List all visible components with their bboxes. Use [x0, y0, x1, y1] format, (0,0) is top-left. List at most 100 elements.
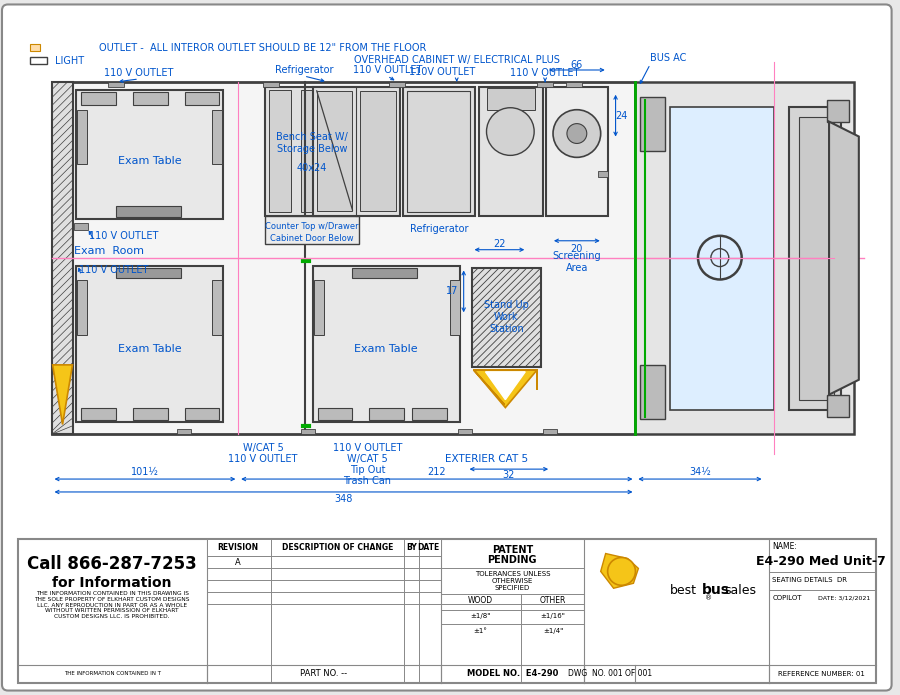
Text: Work: Work — [494, 312, 518, 322]
Text: 34½: 34½ — [689, 467, 711, 477]
Text: DATE: 3/12/2021: DATE: 3/12/2021 — [817, 596, 869, 600]
Bar — [184, 92, 220, 105]
Bar — [269, 90, 291, 212]
Text: PATENT: PATENT — [491, 545, 533, 555]
Text: 348: 348 — [334, 494, 353, 504]
Text: W/CAT 5: W/CAT 5 — [243, 443, 284, 453]
Text: W/CAT 5: W/CAT 5 — [347, 455, 388, 464]
Bar — [76, 265, 223, 423]
Bar — [407, 91, 470, 212]
Text: Counter Top w/Drawer: Counter Top w/Drawer — [265, 222, 358, 231]
Text: DWG  NO. 001 OF 001: DWG NO. 001 OF 001 — [568, 669, 652, 678]
Text: LIGHT: LIGHT — [55, 56, 84, 66]
Bar — [789, 107, 841, 409]
Text: Exam Table: Exam Table — [118, 156, 182, 166]
Text: Exam Table: Exam Table — [118, 344, 182, 354]
Text: OTHER: OTHER — [540, 596, 566, 605]
Text: 110 V OUTLET: 110 V OUTLET — [79, 265, 148, 275]
Text: 110 V OUTLET: 110 V OUTLET — [353, 65, 422, 75]
Text: ±1/4": ±1/4" — [543, 628, 563, 634]
Bar — [450, 281, 460, 335]
Text: 101½: 101½ — [131, 467, 159, 477]
Bar — [389, 82, 405, 87]
Text: 212: 212 — [428, 467, 446, 477]
Polygon shape — [52, 365, 73, 425]
Text: DATE: DATE — [417, 543, 439, 552]
Polygon shape — [473, 370, 537, 407]
Text: OUTLET -  ALL INTEROR OUTLET SHOULD BE 12" FROM THE FLOOR: OUTLET - ALL INTEROR OUTLET SHOULD BE 12… — [99, 43, 427, 53]
Text: Trash Can: Trash Can — [344, 476, 392, 486]
Bar — [116, 206, 181, 217]
Bar — [266, 216, 359, 244]
Text: COPILOT: COPILOT — [772, 595, 802, 601]
Text: 110 V OUTLET: 110 V OUTLET — [89, 231, 158, 240]
Text: Tip Out: Tip Out — [349, 465, 385, 475]
Text: ±1/16": ±1/16" — [541, 613, 565, 619]
Bar — [369, 407, 404, 420]
Text: E4-290 Med Unit-7: E4-290 Med Unit-7 — [756, 555, 886, 568]
Text: DESCRIPTION OF CHANGE: DESCRIPTION OF CHANGE — [282, 543, 393, 552]
Bar — [472, 268, 541, 367]
Text: Storage Below: Storage Below — [276, 145, 347, 154]
Text: EXTERIER CAT 5: EXTERIER CAT 5 — [445, 455, 528, 464]
Text: Stand Up: Stand Up — [484, 300, 529, 310]
Bar — [598, 171, 608, 177]
Text: Area: Area — [566, 263, 588, 272]
Text: 110 V OUTLET: 110 V OUTLET — [104, 68, 174, 78]
Text: PART NO. --: PART NO. -- — [300, 669, 347, 678]
Bar — [313, 87, 400, 216]
Text: 17: 17 — [446, 286, 458, 296]
Bar — [546, 87, 608, 216]
Text: PENDING: PENDING — [488, 555, 537, 566]
Text: A: A — [236, 558, 241, 567]
Circle shape — [616, 566, 627, 578]
Text: SEATING DETAILS  DR: SEATING DETAILS DR — [772, 578, 848, 583]
Text: MODEL NO.  E4-290: MODEL NO. E4-290 — [466, 669, 558, 678]
Bar — [51, 82, 74, 434]
Text: 110 V OUTLET: 110 V OUTLET — [229, 455, 298, 464]
Text: 32: 32 — [503, 470, 515, 480]
Text: ®: ® — [705, 595, 712, 601]
Bar — [18, 539, 876, 682]
Bar — [133, 407, 167, 420]
Bar — [263, 82, 279, 87]
Bar — [30, 44, 40, 51]
Text: REVISION: REVISION — [218, 543, 259, 552]
Text: best: best — [670, 584, 698, 597]
Text: ±1/8": ±1/8" — [471, 613, 491, 619]
Text: 66: 66 — [571, 60, 583, 70]
Text: bus: bus — [702, 583, 730, 597]
Circle shape — [567, 124, 587, 143]
Text: Exam  Room: Exam Room — [74, 246, 144, 256]
Bar — [75, 223, 88, 230]
Bar — [266, 87, 359, 216]
Text: Station: Station — [489, 324, 524, 334]
Text: 22: 22 — [493, 239, 506, 249]
Bar — [176, 430, 191, 434]
Polygon shape — [829, 122, 859, 395]
Bar — [301, 90, 323, 212]
Text: 110 V OUTLET: 110 V OUTLET — [333, 443, 402, 453]
Bar — [116, 268, 181, 279]
Bar — [301, 430, 315, 434]
Bar — [77, 281, 87, 335]
Bar — [133, 92, 167, 105]
Circle shape — [553, 110, 600, 157]
Polygon shape — [473, 370, 537, 404]
Text: 20: 20 — [571, 244, 583, 254]
Text: Refrigerator: Refrigerator — [274, 65, 333, 75]
Bar — [403, 87, 474, 216]
Bar — [318, 407, 353, 420]
Bar — [313, 265, 460, 423]
Text: WOOD: WOOD — [468, 596, 493, 605]
Text: Cabinet Door Below: Cabinet Door Below — [270, 234, 354, 243]
Bar — [537, 82, 553, 87]
Bar — [360, 91, 396, 211]
Polygon shape — [485, 372, 526, 400]
Bar — [353, 268, 417, 279]
Bar — [81, 407, 116, 420]
Text: for Information: for Information — [52, 576, 172, 590]
Bar — [108, 82, 124, 87]
Text: Bench Seat W/: Bench Seat W/ — [276, 131, 347, 142]
Text: OVERHEAD CABINET W/ ELECTRICAL PLUS: OVERHEAD CABINET W/ ELECTRICAL PLUS — [354, 55, 560, 65]
